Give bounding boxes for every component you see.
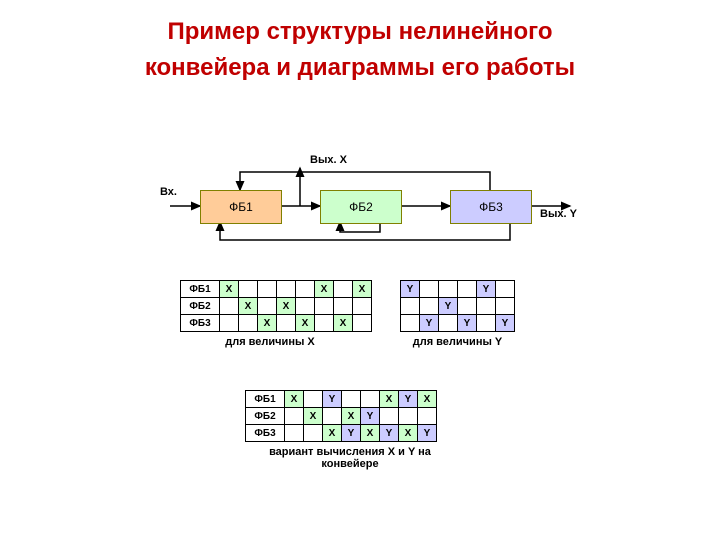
table-y-table: YYYYYY [400, 280, 515, 332]
timing-cell: X [361, 425, 380, 442]
timing-cell: X [323, 425, 342, 442]
timing-cell [258, 298, 277, 315]
table-x-caption: для величины X [180, 336, 360, 348]
table-y-caption: для величины Y [400, 336, 515, 348]
timing-cell: X [220, 281, 239, 298]
fb-block-fb1: ФБ1 [200, 190, 282, 224]
timing-cell: Y [439, 298, 458, 315]
timing-cell: Y [342, 425, 361, 442]
timing-cell [285, 425, 304, 442]
row-label: ФБ2 [181, 298, 220, 315]
timing-cell: X [418, 391, 437, 408]
timing-cell: Y [380, 425, 399, 442]
timing-cell [401, 315, 420, 332]
timing-cell [353, 315, 372, 332]
output-y-label: Вых. Y [540, 208, 577, 220]
timing-cell [496, 281, 515, 298]
timing-cell: Y [420, 315, 439, 332]
timing-cell [439, 281, 458, 298]
timing-cell: X [380, 391, 399, 408]
timing-cell [496, 298, 515, 315]
timing-cell: Y [361, 408, 380, 425]
input-label: Вх. [160, 186, 177, 198]
timing-cell [361, 391, 380, 408]
timing-cell [304, 425, 323, 442]
timing-cell [380, 408, 399, 425]
table-xy-table: ФБ1XYXYXФБ2XXYФБ3XYXYXY [245, 390, 437, 442]
row-label: ФБ1 [246, 391, 285, 408]
timing-cell: X [334, 315, 353, 332]
timing-cell: Y [399, 391, 418, 408]
title-line1: Пример структуры нелинейного [167, 18, 552, 45]
row-label: ФБ3 [181, 315, 220, 332]
table-xy-wrap: ФБ1XYXYXФБ2XXYФБ3XYXYXY вариант вычислен… [245, 390, 455, 470]
timing-cell: Y [323, 391, 342, 408]
timing-cell [334, 298, 353, 315]
table-xy-caption: вариант вычисления X и Y на конвейере [245, 446, 455, 470]
timing-cell: Y [496, 315, 515, 332]
timing-cell [220, 298, 239, 315]
timing-cell: X [342, 408, 361, 425]
timing-cell [477, 315, 496, 332]
timing-cell [296, 281, 315, 298]
timing-cell [277, 281, 296, 298]
timing-cell [285, 408, 304, 425]
fb-block-fb2: ФБ2 [320, 190, 402, 224]
table-x-wrap: ФБ1XXXФБ2XXФБ3XXX для величины X [180, 280, 372, 348]
timing-cell: X [285, 391, 304, 408]
timing-cell: X [353, 281, 372, 298]
timing-cell [239, 315, 258, 332]
timing-cell [323, 408, 342, 425]
timing-cell: Y [458, 315, 477, 332]
timing-cell: X [277, 298, 296, 315]
timing-cell: X [239, 298, 258, 315]
timing-cell [458, 298, 477, 315]
output-x-label: Вых. X [310, 154, 347, 166]
timing-cell: X [258, 315, 277, 332]
timing-cell: X [399, 425, 418, 442]
row-label: ФБ1 [181, 281, 220, 298]
timing-cell: Y [418, 425, 437, 442]
timing-cell [477, 298, 496, 315]
timing-cell [418, 408, 437, 425]
fb-block-fb3: ФБ3 [450, 190, 532, 224]
timing-cell [220, 315, 239, 332]
timing-cell [258, 281, 277, 298]
diagram-title: Пример структуры нелинейного конвейера и… [0, 0, 720, 86]
timing-cell: X [296, 315, 315, 332]
row-label: ФБ3 [246, 425, 285, 442]
timing-cell: Y [401, 281, 420, 298]
timing-cell [458, 281, 477, 298]
timing-cell [342, 391, 361, 408]
timing-cell [353, 298, 372, 315]
timing-cell [296, 298, 315, 315]
pipeline-diagram: ФБ1ФБ2ФБ3 Вх. Вых. X Вых. Y [170, 160, 590, 250]
timing-cell [315, 315, 334, 332]
timing-cell [420, 281, 439, 298]
timing-cell: Y [477, 281, 496, 298]
timing-cell: X [315, 281, 334, 298]
table-x-table: ФБ1XXXФБ2XXФБ3XXX [180, 280, 372, 332]
table-y-wrap: YYYYYY для величины Y [400, 280, 515, 348]
timing-cell [439, 315, 458, 332]
timing-cell [399, 408, 418, 425]
title-line2: конвейера и диаграммы его работы [145, 54, 575, 81]
timing-cell [239, 281, 258, 298]
timing-cell [304, 391, 323, 408]
timing-cell [315, 298, 334, 315]
timing-cell [334, 281, 353, 298]
timing-cell [420, 298, 439, 315]
timing-cell [401, 298, 420, 315]
timing-cell: X [304, 408, 323, 425]
row-label: ФБ2 [246, 408, 285, 425]
timing-cell [277, 315, 296, 332]
